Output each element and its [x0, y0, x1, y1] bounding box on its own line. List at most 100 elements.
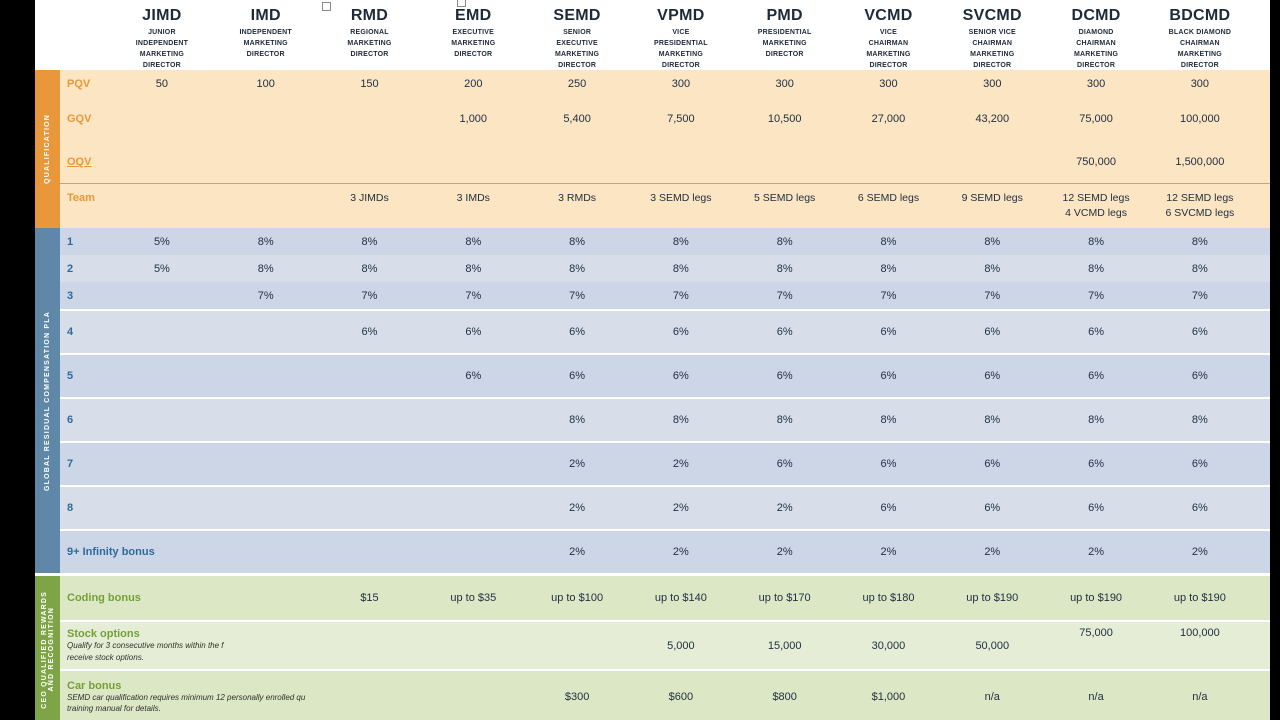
value-cell: 300: [775, 77, 794, 90]
value-cell: [629, 140, 733, 183]
value-cell: [837, 140, 941, 183]
value-cell: up to $190: [1070, 592, 1123, 604]
residual-row: 4 6% 6% 6% 6% 6% 6% 6% 6% 6%: [60, 309, 1270, 353]
value-cell: 300: [671, 77, 691, 90]
row-label-cell: 4: [60, 311, 110, 353]
value-cell: 8%: [361, 235, 378, 248]
rank-column-header-vcmd: VCMD VICE CHAIRMAN MARKETING DIRECTOR: [837, 7, 941, 72]
value-cell: 8%: [1088, 414, 1105, 426]
value-cell: up to $180: [862, 592, 915, 604]
value-cell: [318, 531, 422, 573]
value-cell: 8%: [1191, 235, 1208, 248]
value-cell: $1,000: [871, 691, 906, 703]
value-cell: 2%: [569, 502, 586, 514]
residual-row: 7 2% 2% 6% 6% 6% 6% 6%: [60, 441, 1270, 485]
value-cell: 7%: [776, 289, 793, 302]
value-cell: 8%: [569, 235, 586, 248]
value-cell: 75,000: [1079, 112, 1113, 125]
value-cell: n/a: [1088, 691, 1104, 703]
row-label: Team: [67, 192, 95, 204]
row-label: 1: [67, 235, 74, 248]
value-cell: [110, 671, 214, 720]
value-cell: 2%: [569, 546, 586, 558]
residual-compensation-section: GLOBAL RESIDUAL COMPENSATION PLA 1 5% 8% 8%…: [35, 228, 1270, 573]
value-cell: [214, 487, 318, 529]
value-cell: 8%: [1088, 235, 1105, 248]
value-cell: 8%: [257, 235, 274, 248]
residual-row: 8 2% 2% 2% 6% 6% 6% 6%: [60, 485, 1270, 529]
row-label-cell: OQV: [60, 140, 110, 183]
qualification-row: PQV 50 100 150 200 250 300 300 300 300 300 300: [60, 70, 1270, 97]
value-cell: 2%: [776, 502, 793, 514]
value-cell: [525, 622, 629, 669]
row-label: 2: [67, 262, 74, 275]
value-cell: [214, 622, 318, 669]
rank-title: JUNIOR INDEPENDENT MARKETING DIRECTOR: [135, 29, 189, 69]
rank-title: VICE CHAIRMAN MARKETING DIRECTOR: [866, 29, 911, 69]
value-cell: [421, 140, 525, 183]
rank-column-header-dcmd: DCMD DIAMOND CHAIRMAN MARKETING DIRECTOR: [1044, 7, 1148, 72]
rank-column-header-bdcmd: BDCMD BLACK DIAMOND CHAIRMAN MARKETING DI…: [1148, 7, 1252, 72]
rank-title: PRESIDENTIAL MARKETING DIRECTOR: [757, 29, 812, 58]
rank-column-header-jimd: JIMD JUNIOR INDEPENDENT MARKETING DIRECTO…: [110, 7, 214, 72]
value-cell: $15: [360, 592, 379, 604]
value-cell: 8%: [1191, 262, 1208, 275]
rank-abbr: SEMD: [553, 7, 601, 24]
residual-row: 3 7% 7% 7% 7% 7% 7% 7% 7% 7% 7%: [60, 282, 1270, 309]
value-cell: 250: [567, 77, 587, 90]
right-letterbox-bar: [1270, 0, 1280, 720]
value-cell: [318, 622, 422, 669]
value-cell: 100,000: [1179, 112, 1220, 125]
qualification-row: GQV 1,000 5,400 7,500 10,500 27,000 43,200 75,0…: [60, 97, 1270, 140]
rank-title: VICE PRESIDENTIAL MARKETING DIRECTOR: [654, 29, 708, 69]
value-cell: [110, 355, 214, 397]
value-cell: [110, 531, 214, 573]
row-label: GQV: [67, 112, 92, 125]
rank-title: REGIONAL MARKETING DIRECTOR: [347, 29, 392, 58]
rank-abbr: DCMD: [1071, 7, 1121, 24]
value-cell: 5 SEMD legs: [754, 192, 816, 204]
value-cell: 7%: [984, 289, 1001, 302]
value-cell: up to $170: [758, 592, 811, 604]
value-cell: up to $190: [1173, 592, 1226, 604]
row-label-cell: 6: [60, 399, 110, 441]
value-cell: [421, 531, 525, 573]
value-cell: [318, 487, 422, 529]
value-cell: [110, 399, 214, 441]
value-cell: 6%: [1191, 326, 1208, 338]
value-cell: 750,000: [1076, 155, 1116, 168]
value-cell: [318, 97, 422, 140]
value-cell: 6%: [984, 502, 1001, 514]
value-cell: up to $140: [654, 592, 707, 604]
value-cell: 2%: [880, 546, 897, 558]
value-cell: 5%: [153, 235, 170, 248]
value-cell: 1,000: [459, 112, 488, 125]
rank-abbr: BDCMD: [1169, 7, 1231, 24]
value-cell: 100,000: [1179, 627, 1220, 639]
value-cell: 300: [1086, 77, 1106, 90]
value-cell: 3 JIMDs: [350, 192, 389, 204]
value-cell: 10,500: [767, 112, 802, 125]
value-cell: 8%: [776, 414, 793, 426]
value-cell: [214, 97, 318, 140]
value-cell: 300: [983, 77, 1002, 90]
value-cell: 15,000: [767, 639, 802, 652]
row-label[interactable]: OQV: [67, 155, 92, 168]
value-cell: 2%: [672, 502, 689, 514]
rank-abbr: SVCMD: [962, 7, 1022, 24]
row-label-cell: GQV: [60, 97, 110, 140]
value-cell: 200: [464, 77, 483, 90]
value-cell: 6%: [984, 326, 1001, 338]
value-cell: [733, 140, 837, 183]
value-cell: 8%: [672, 414, 689, 426]
row-label-cell: 7: [60, 443, 110, 485]
value-cell: 5,400: [563, 112, 591, 125]
value-cell: [421, 443, 525, 485]
row-label: Coding bonus: [67, 592, 141, 604]
residual-section-bar: GLOBAL RESIDUAL COMPENSATION PLA: [35, 228, 60, 573]
row-label-cell: 9+ Infinity bonus: [60, 531, 155, 573]
row-label: Stock options: [67, 628, 140, 641]
value-cell: 7%: [672, 289, 689, 302]
value-cell: [110, 140, 214, 183]
value-cell: 300: [879, 77, 898, 90]
